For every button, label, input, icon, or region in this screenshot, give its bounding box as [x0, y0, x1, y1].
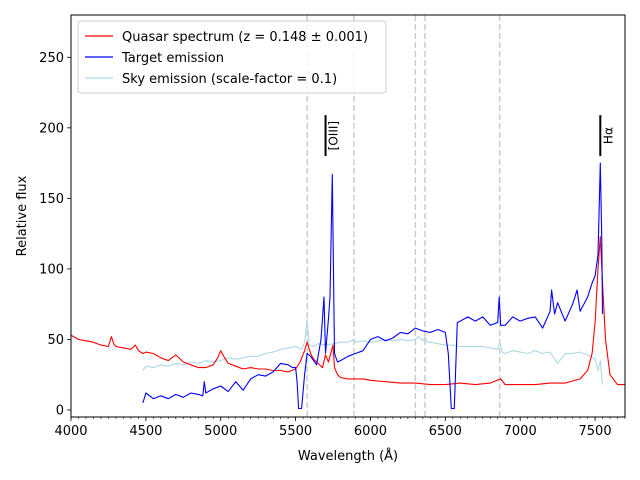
legend-box [77, 20, 387, 94]
annotations: [OIII] Hα [324, 115, 615, 157]
x-tick-label: 5000 [204, 424, 237, 439]
x-tick-label: 7000 [504, 424, 537, 439]
y-tick-label: 0 [56, 403, 64, 418]
x-tick-label: 6500 [429, 424, 462, 439]
legend-label: Target emission [121, 51, 224, 66]
legend: Quasar spectrum (z = 0.148 ± 0.001) Targe… [77, 20, 387, 94]
y-tick-label: 100 [39, 262, 64, 277]
series-layer [71, 162, 625, 410]
x-axis: 4000 4500 5000 5500 6000 6500 7000 7500 [54, 417, 626, 439]
series-line-2 [142, 162, 604, 410]
legend-label: Quasar spectrum (z = 0.148 ± 0.001) [122, 30, 368, 45]
annotation-label: [OIII] [327, 121, 341, 150]
y-tick-label: 150 [39, 192, 64, 207]
y-axis: 0 50 100 150 200 250 [39, 51, 71, 418]
x-tick-label: 7500 [579, 424, 612, 439]
y-tick-label: 250 [39, 51, 64, 66]
x-tick-label: 4500 [129, 424, 162, 439]
x-axis-label: Wavelength (Å) [298, 448, 398, 464]
x-tick-label: 6000 [354, 424, 387, 439]
y-tick-label: 200 [39, 121, 64, 136]
annotation-label: Hα [601, 127, 615, 144]
legend-label: Sky emission (scale-factor = 0.1) [122, 72, 337, 87]
x-tick-label: 5500 [279, 424, 312, 439]
x-tick-label: 4000 [54, 424, 87, 439]
y-axis-label: Relative flux [15, 175, 30, 256]
series-line-1 [71, 235, 625, 386]
series-line-3 [142, 319, 604, 385]
y-tick-label: 50 [47, 333, 64, 348]
